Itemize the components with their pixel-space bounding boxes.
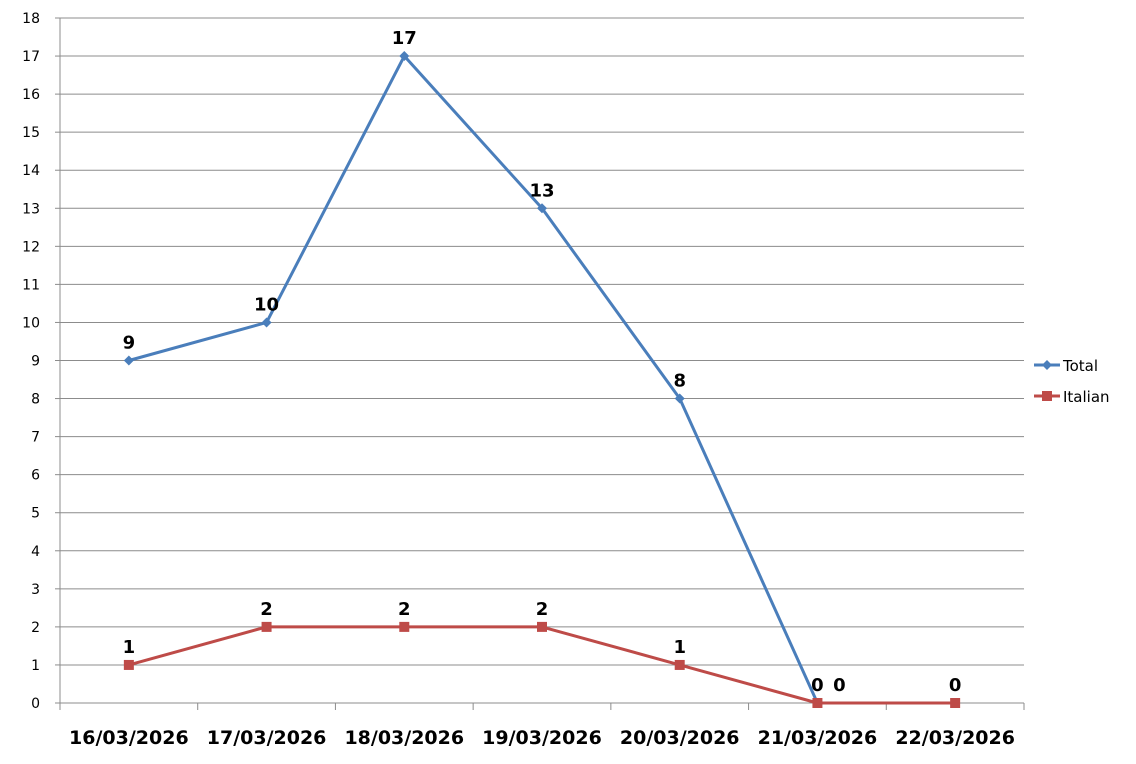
data-label: 0 — [833, 675, 846, 696]
data-point-marker — [537, 203, 547, 214]
data-label: 0 — [811, 675, 824, 696]
x-tick-label: 19/03/2026 — [482, 727, 602, 749]
y-tick-label: 8 — [31, 392, 40, 408]
legend-marker — [1042, 391, 1052, 401]
y-tick-label: 10 — [22, 315, 40, 331]
x-tick-label: 20/03/2026 — [620, 727, 740, 749]
data-label: 8 — [673, 371, 686, 392]
y-tick-label: 12 — [22, 239, 40, 255]
data-label: 1 — [673, 637, 686, 658]
x-tick-label: 18/03/2026 — [344, 727, 464, 749]
data-point-marker — [812, 698, 823, 708]
y-tick-label: 7 — [31, 430, 40, 446]
legend-label: Italian — [1063, 388, 1110, 406]
y-tick-label: 0 — [31, 696, 40, 712]
data-label: 13 — [529, 180, 554, 201]
y-tick-label: 5 — [31, 506, 40, 522]
y-tick-label: 2 — [31, 620, 40, 636]
data-point-marker — [123, 355, 134, 366]
data-point-marker — [261, 317, 272, 328]
y-tick-label: 13 — [22, 201, 40, 217]
data-point-marker — [950, 698, 961, 708]
y-tick-label: 15 — [22, 125, 40, 141]
data-label: 0 — [949, 675, 962, 696]
y-tick-label: 9 — [31, 354, 40, 370]
y-tick-label: 14 — [22, 163, 40, 179]
y-tick-label: 11 — [22, 277, 40, 293]
legend-marker — [1042, 360, 1052, 370]
data-label: 10 — [254, 294, 279, 315]
y-tick-label: 16 — [22, 87, 40, 103]
data-point-marker — [399, 621, 410, 632]
data-label: 9 — [123, 333, 136, 354]
data-point-marker — [674, 659, 685, 670]
data-label: 1 — [123, 637, 136, 658]
x-tick-label: 17/03/2026 — [207, 727, 327, 749]
legend-label: Total — [1062, 357, 1098, 375]
y-tick-label: 6 — [31, 468, 40, 484]
series-line-total — [128, 54, 819, 704]
data-point-marker — [261, 621, 272, 632]
data-point-marker — [399, 51, 410, 62]
y-tick-label: 18 — [22, 11, 40, 27]
y-tick-label: 4 — [31, 544, 40, 560]
x-tick-label: 22/03/2026 — [895, 727, 1015, 749]
data-point-marker — [123, 659, 134, 670]
data-label: 2 — [398, 599, 411, 620]
x-tick-label: 21/03/2026 — [758, 727, 878, 749]
x-tick-label: 16/03/2026 — [69, 727, 189, 749]
data-label: 2 — [260, 599, 273, 620]
y-tick-label: 1 — [31, 658, 40, 674]
data-point-marker — [537, 621, 547, 632]
data-label: 2 — [536, 599, 549, 620]
y-tick-label: 3 — [31, 582, 40, 598]
data-point-marker — [674, 393, 685, 404]
y-tick-label: 17 — [22, 49, 40, 65]
data-label: 17 — [392, 28, 417, 49]
